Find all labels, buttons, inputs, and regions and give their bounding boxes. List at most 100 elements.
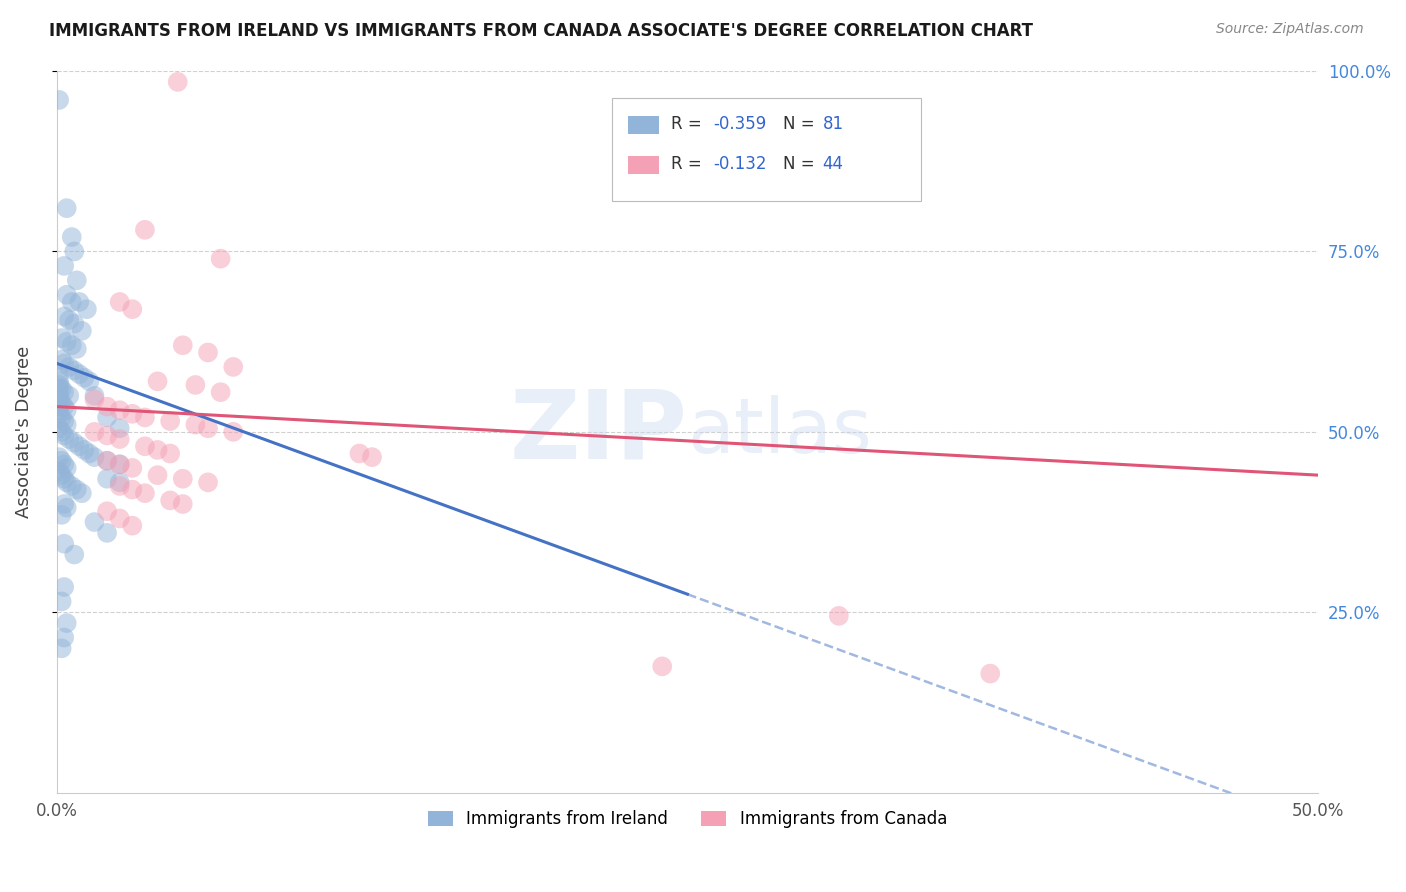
Point: [53, 472, 76, 486]
Point: [108, 511, 131, 525]
Point: [159, 446, 181, 460]
Point: [51, 594, 73, 608]
Point: [53, 400, 76, 414]
Point: [121, 407, 143, 421]
Point: [146, 442, 169, 457]
Point: [134, 486, 156, 500]
Point: [48, 382, 70, 396]
Point: [48, 389, 70, 403]
Point: [55, 475, 77, 490]
Point: [361, 450, 384, 464]
Point: [70, 486, 93, 500]
Text: atlas: atlas: [688, 395, 872, 469]
Point: [83, 515, 105, 529]
Text: N =: N =: [783, 115, 820, 133]
Point: [51, 425, 73, 439]
Point: [55, 500, 77, 515]
Point: [108, 479, 131, 493]
Text: IMMIGRANTS FROM IRELAND VS IMMIGRANTS FROM CANADA ASSOCIATE'S DEGREE CORRELATION: IMMIGRANTS FROM IRELAND VS IMMIGRANTS FR…: [49, 22, 1033, 40]
Point: [209, 385, 232, 400]
Point: [159, 414, 181, 428]
Point: [96, 454, 118, 468]
Point: [48, 465, 70, 479]
Point: [651, 659, 673, 673]
Point: [58, 432, 80, 446]
Point: [222, 359, 245, 374]
Point: [55, 201, 77, 215]
Point: [53, 580, 76, 594]
Point: [83, 392, 105, 407]
Point: [51, 641, 73, 656]
Point: [60, 338, 83, 352]
Point: [108, 432, 131, 446]
Point: [70, 324, 93, 338]
Point: [60, 230, 83, 244]
Point: [83, 450, 105, 464]
Point: [55, 403, 77, 417]
Point: [53, 385, 76, 400]
Point: [51, 352, 73, 367]
Point: [48, 375, 70, 389]
Point: [53, 537, 76, 551]
Text: 44: 44: [823, 155, 844, 173]
Point: [55, 616, 77, 631]
Point: [55, 417, 77, 432]
Point: [55, 461, 77, 475]
Text: R =: R =: [671, 155, 707, 173]
Point: [48, 392, 70, 407]
Point: [197, 421, 219, 435]
Point: [172, 338, 194, 352]
Point: [83, 389, 105, 403]
Point: [134, 439, 156, 453]
Text: Source: ZipAtlas.com: Source: ZipAtlas.com: [1216, 22, 1364, 37]
Point: [58, 359, 80, 374]
Point: [79, 446, 101, 460]
Point: [108, 421, 131, 435]
Point: [53, 428, 76, 442]
Point: [79, 375, 101, 389]
Point: [48, 378, 70, 392]
Point: [121, 302, 143, 317]
Point: [96, 410, 118, 425]
Text: ZIP: ZIP: [509, 385, 688, 478]
Point: [53, 356, 76, 370]
Point: [53, 631, 76, 645]
Point: [83, 425, 105, 439]
Point: [60, 479, 83, 493]
Point: [73, 370, 96, 384]
Text: -0.132: -0.132: [713, 155, 766, 173]
Point: [53, 310, 76, 324]
Point: [60, 295, 83, 310]
Point: [51, 468, 73, 483]
Point: [76, 302, 98, 317]
Text: R =: R =: [671, 115, 707, 133]
Point: [55, 334, 77, 349]
Legend: Immigrants from Ireland, Immigrants from Canada: Immigrants from Ireland, Immigrants from…: [422, 804, 953, 835]
Point: [96, 400, 118, 414]
Point: [108, 458, 131, 472]
Point: [48, 392, 70, 407]
Point: [53, 259, 76, 273]
Point: [53, 458, 76, 472]
Point: [828, 608, 851, 623]
Point: [48, 421, 70, 435]
Text: -0.359: -0.359: [713, 115, 766, 133]
Point: [63, 317, 86, 331]
Point: [67, 439, 90, 453]
Point: [48, 400, 70, 414]
Point: [63, 363, 86, 377]
Point: [172, 497, 194, 511]
Point: [51, 508, 73, 522]
Point: [184, 378, 207, 392]
Point: [58, 389, 80, 403]
Point: [209, 252, 232, 266]
Point: [121, 518, 143, 533]
Point: [96, 472, 118, 486]
Point: [66, 483, 89, 497]
Point: [121, 461, 143, 475]
Point: [73, 442, 96, 457]
Point: [222, 425, 245, 439]
Point: [58, 313, 80, 327]
Point: [63, 244, 86, 259]
Point: [53, 497, 76, 511]
